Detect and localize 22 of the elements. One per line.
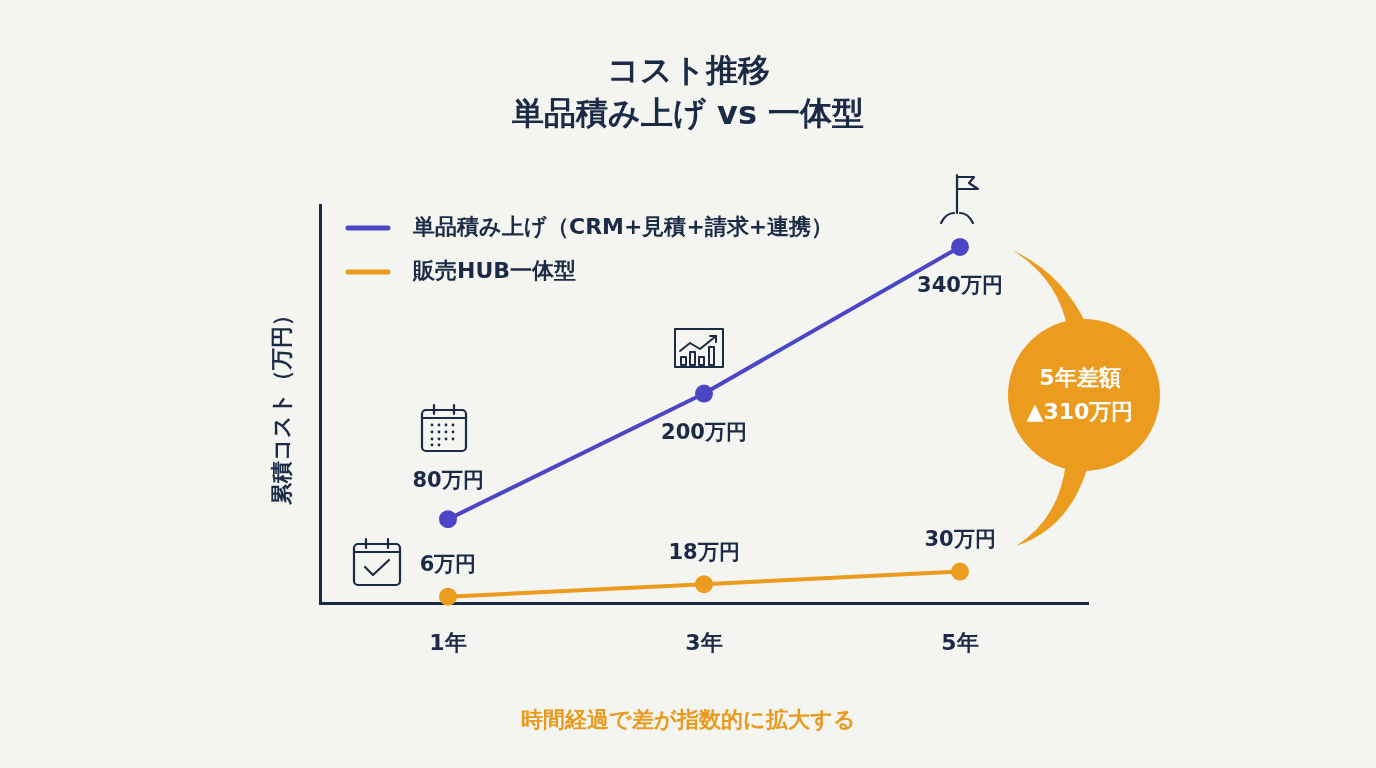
data-label: 340万円 [917,273,1003,298]
data-label: 30万円 [924,527,996,552]
point [439,510,457,529]
chart-subtitle: 単品積み上げ vs 一体型 [510,93,866,133]
text: 時間経過で差が指数的に拡大する [519,706,857,734]
data-label: 200万円 [661,419,747,444]
point [439,587,457,606]
y-axis-title: 累積コスト（万円） [268,303,294,506]
annotation: 5年差額 ▲310万円 [1025,364,1135,426]
x-tick-label: 5年 [941,629,979,655]
x-tick-label: 3年 [685,629,723,655]
legend-label: 販売HUB一体型 [412,257,577,283]
chart-title: コスト推移 [605,50,771,90]
point [951,237,969,256]
point [951,562,969,581]
x-tick-label: 1年 [429,629,467,655]
point [695,384,713,403]
data-label: 80万円 [412,467,484,492]
legend-label: 単品積み上げ（CRM+見積+請求+連携） [412,213,834,239]
data-label: 6万円 [419,552,477,577]
data-label: 18万円 [668,539,740,564]
point [695,575,713,594]
